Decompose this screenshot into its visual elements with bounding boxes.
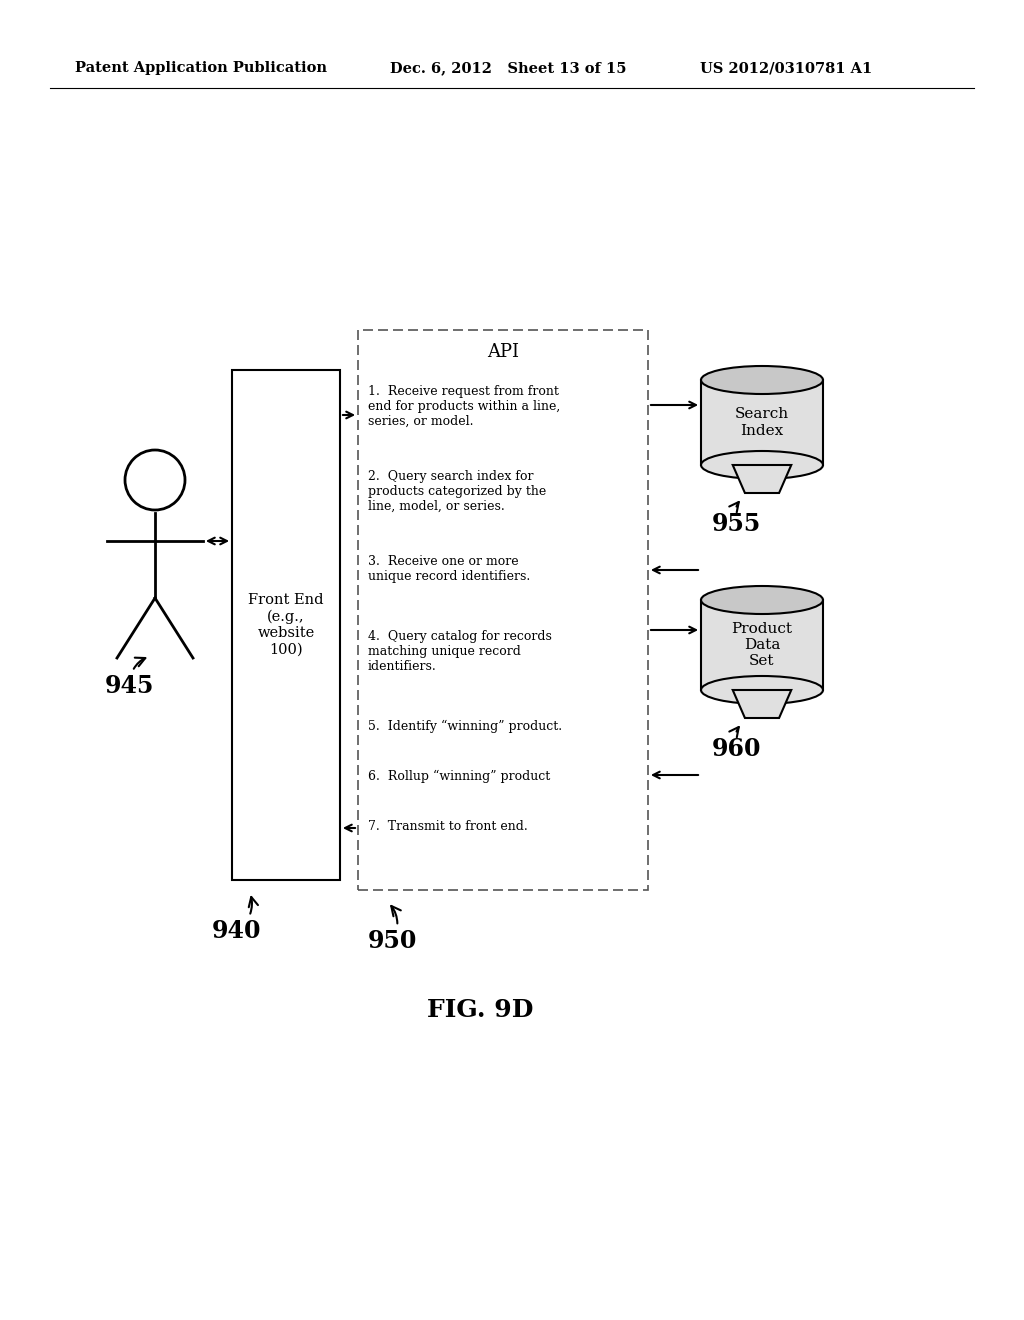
Text: 6.  Rollup “winning” product: 6. Rollup “winning” product — [368, 770, 550, 783]
Bar — [701, 601, 823, 690]
Ellipse shape — [701, 676, 823, 704]
Bar — [358, 330, 648, 890]
Polygon shape — [733, 690, 792, 718]
Text: 940: 940 — [212, 898, 261, 942]
Text: 2.  Query search index for
products categorized by the
line, model, or series.: 2. Query search index for products categ… — [368, 470, 546, 513]
Text: 945: 945 — [105, 657, 155, 698]
Text: 3.  Receive one or more
unique record identifiers.: 3. Receive one or more unique record ide… — [368, 554, 530, 583]
Text: 7.  Transmit to front end.: 7. Transmit to front end. — [368, 820, 527, 833]
Ellipse shape — [701, 366, 823, 393]
Text: API: API — [487, 343, 519, 360]
Text: Patent Application Publication: Patent Application Publication — [75, 61, 327, 75]
Ellipse shape — [701, 451, 823, 479]
Text: FIG. 9D: FIG. 9D — [427, 998, 534, 1022]
Text: Dec. 6, 2012   Sheet 13 of 15: Dec. 6, 2012 Sheet 13 of 15 — [390, 61, 627, 75]
Text: 955: 955 — [712, 502, 761, 536]
Bar — [232, 370, 340, 880]
Text: Search
Index: Search Index — [735, 408, 790, 438]
Polygon shape — [733, 465, 792, 492]
Text: 4.  Query catalog for records
matching unique record
identifiers.: 4. Query catalog for records matching un… — [368, 630, 552, 673]
Text: Product
Data
Set: Product Data Set — [731, 622, 793, 668]
Ellipse shape — [701, 586, 823, 614]
Text: 1.  Receive request from front
end for products within a line,
series, or model.: 1. Receive request from front end for pr… — [368, 385, 560, 428]
Text: 960: 960 — [712, 727, 762, 762]
Text: Front End
(e.g.,
website
100): Front End (e.g., website 100) — [248, 594, 324, 656]
Text: 5.  Identify “winning” product.: 5. Identify “winning” product. — [368, 719, 562, 733]
Bar — [701, 380, 823, 465]
Text: 950: 950 — [368, 906, 418, 953]
Text: US 2012/0310781 A1: US 2012/0310781 A1 — [700, 61, 872, 75]
